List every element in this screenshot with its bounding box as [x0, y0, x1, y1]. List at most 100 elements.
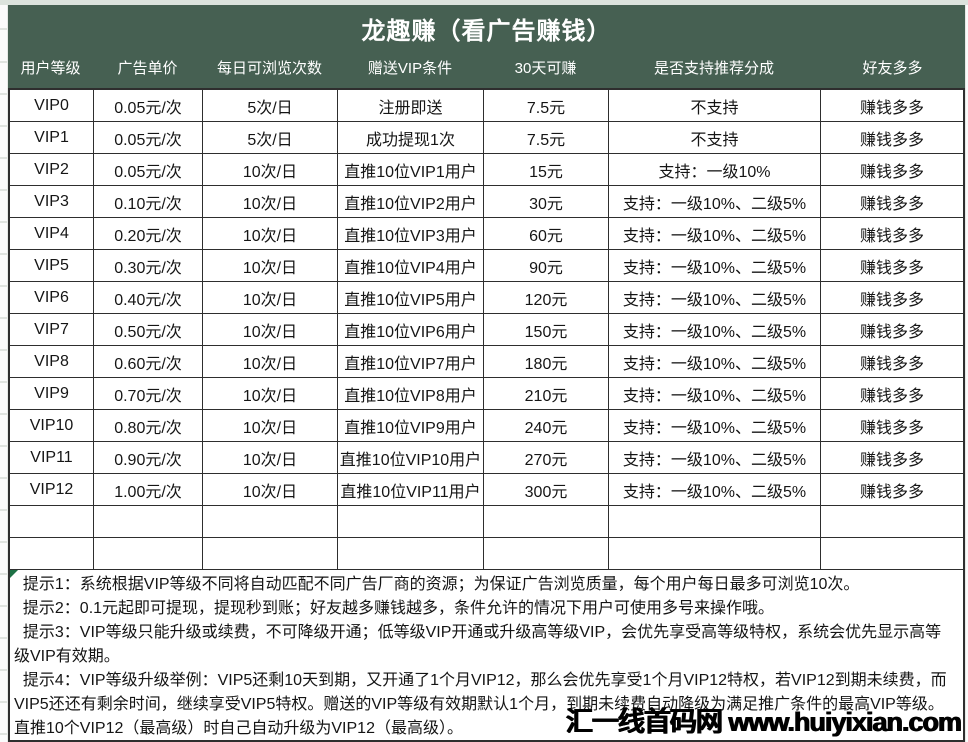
- table-cell: 10次/日: [203, 314, 338, 346]
- table-cell: 赚钱多多: [821, 154, 963, 186]
- table-cell: VIP9: [10, 378, 94, 410]
- table-cell: 支持：一级10%、二级5%: [609, 314, 821, 346]
- top-margin-strip: [0, 0, 968, 5]
- table-cell: 直推10位VIP9用户: [338, 410, 484, 442]
- table-cell: 120元: [484, 282, 609, 314]
- table-cell: VIP11: [10, 442, 94, 474]
- table-row: VIP8 0.60元/次 10次/日 直推10位VIP7用户 180元 支持：一级10%、…: [10, 346, 963, 378]
- table-cell: 赚钱多多: [821, 474, 963, 506]
- table-row: VIP10 0.80元/次 10次/日 直推10位VIP9用户 240元 支持：一级10%…: [10, 410, 963, 442]
- table-cell: 支持：一级10%、二级5%: [609, 186, 821, 218]
- table-cell: 30元: [484, 186, 609, 218]
- table-cell: [94, 538, 203, 570]
- table-cell: 赚钱多多: [821, 346, 963, 378]
- table-cell: 0.10元/次: [94, 186, 203, 218]
- table-cell: 支持：一级10%、二级5%: [609, 250, 821, 282]
- table-cell: 赚钱多多: [821, 410, 963, 442]
- table-body: VIP0 0.05元/次 5次/日 注册即送 7.5元 不支持 赚钱多多 VIP1 0.05元/…: [8, 90, 965, 570]
- table-cell: 0.05元/次: [94, 154, 203, 186]
- table-cell: [203, 506, 338, 538]
- column-header: 好友多多: [862, 60, 923, 77]
- table-cell: 赚钱多多: [821, 90, 963, 122]
- table-cell: 直推10位VIP1用户: [338, 154, 484, 186]
- table-cell: 赚钱多多: [821, 250, 963, 282]
- table-row: [10, 506, 963, 538]
- table-cell: 60元: [484, 218, 609, 250]
- table-row: VIP2 0.05元/次 10次/日 直推10位VIP1用户 15元 支持：一级10% 赚钱…: [10, 154, 963, 186]
- table-cell: 270元: [484, 442, 609, 474]
- table-cell: 赚钱多多: [821, 122, 963, 154]
- table-cell: [10, 506, 94, 538]
- table-cell: 10次/日: [203, 218, 338, 250]
- table-cell: VIP1: [10, 122, 94, 154]
- table-cell: 10次/日: [203, 346, 338, 378]
- table-cell: [203, 538, 338, 570]
- table-cell: 不支持: [609, 122, 821, 154]
- table-cell: VIP8: [10, 346, 94, 378]
- table-cell: [609, 538, 821, 570]
- left-margin-strip: [0, 5, 8, 742]
- table-cell: 0.70元/次: [94, 378, 203, 410]
- table-cell: VIP2: [10, 154, 94, 186]
- note-line: 提示2：0.1元起即可提现，提现秒到账；好友越多赚钱越多，条件允许的情况下用户可…: [14, 600, 775, 617]
- table-cell: 赚钱多多: [821, 378, 963, 410]
- table-cell: 10次/日: [203, 282, 338, 314]
- table-cell: 7.5元: [484, 90, 609, 122]
- notes-section: 提示1：系统根据VIP等级不同将自动匹配不同广告厂商的资源；为保证广告浏览质量，…: [8, 570, 965, 742]
- note-line: 提示3：VIP等级只能升级或续费，不可降级开通；低等级VIP开通或升级高等级VI…: [14, 624, 942, 665]
- table-cell: 0.05元/次: [94, 90, 203, 122]
- table-cell: 支持：一级10%、二级5%: [609, 378, 821, 410]
- table-cell: 支持：一级10%、二级5%: [609, 442, 821, 474]
- table-row: [10, 538, 963, 570]
- table-cell: 支持：一级10%: [609, 154, 821, 186]
- table-cell: 0.30元/次: [94, 250, 203, 282]
- notes-text: 提示1：系统根据VIP等级不同将自动匹配不同广告厂商的资源；为保证广告浏览质量，…: [14, 573, 957, 740]
- table-row: VIP9 0.70元/次 10次/日 直推10位VIP8用户 210元 支持：一级10%、…: [10, 378, 963, 410]
- table-cell: 5次/日: [203, 90, 338, 122]
- table-cell: 支持：一级10%、二级5%: [609, 346, 821, 378]
- table-cell: VIP12: [10, 474, 94, 506]
- table-cell: 0.50元/次: [94, 314, 203, 346]
- table-cell: 赚钱多多: [821, 218, 963, 250]
- table-cell: 0.05元/次: [94, 122, 203, 154]
- table-cell: 10次/日: [203, 442, 338, 474]
- table-cell: 90元: [484, 250, 609, 282]
- table-cell: 直推10位VIP6用户: [338, 314, 484, 346]
- table-cell: 支持：一级10%、二级5%: [609, 282, 821, 314]
- table-cell: 赚钱多多: [821, 314, 963, 346]
- watermark: 汇一线首码网 www.huiyixian.com: [565, 707, 962, 737]
- table-cell: 0.90元/次: [94, 442, 203, 474]
- table-cell: [10, 538, 94, 570]
- table-cell: 15元: [484, 154, 609, 186]
- table-cell: 直推10位VIP10用户: [338, 442, 484, 474]
- note-line: 提示4：VIP等级升级举例：VIP5还剩10天到期，又开通了1个月VIP12，那…: [14, 672, 947, 737]
- table-row: VIP6 0.40元/次 10次/日 直推10位VIP5用户 120元 支持：一级10%、…: [10, 282, 963, 314]
- table-cell: VIP0: [10, 90, 94, 122]
- table-cell: 10次/日: [203, 186, 338, 218]
- table-cell: [609, 506, 821, 538]
- table-row: VIP12 1.00元/次 10次/日 直推10位VIP11用户 300元 支持：一级10…: [10, 474, 963, 506]
- table-cell: 300元: [484, 474, 609, 506]
- table-cell: 赚钱多多: [821, 442, 963, 474]
- comment-triangle-icon: [10, 570, 18, 578]
- table-cell: 0.20元/次: [94, 218, 203, 250]
- table-cell: [94, 506, 203, 538]
- table-cell: 注册即送: [338, 90, 484, 122]
- table-cell: VIP5: [10, 250, 94, 282]
- table-cell: 支持：一级10%、二级5%: [609, 218, 821, 250]
- table-cell: 直推10位VIP7用户: [338, 346, 484, 378]
- table-cell: [338, 506, 484, 538]
- table-cell: VIP4: [10, 218, 94, 250]
- table-header-block: 龙趣赚（看广告赚钱） 用户等级 广告单价 每日可浏览次数 赠送VIP条件 30天可赚 是否…: [8, 5, 965, 90]
- table-cell: 直推10位VIP8用户: [338, 378, 484, 410]
- column-header: 用户等级: [20, 60, 81, 77]
- table-cell: 直推10位VIP5用户: [338, 282, 484, 314]
- table-row: VIP1 0.05元/次 5次/日 成功提现1次 7.5元 不支持 赚钱多多: [10, 122, 963, 154]
- table-cell: 赚钱多多: [821, 186, 963, 218]
- page-title: 龙趣赚（看广告赚钱）: [361, 18, 612, 45]
- table-cell: 180元: [484, 346, 609, 378]
- table-cell: 210元: [484, 378, 609, 410]
- table-cell: 240元: [484, 410, 609, 442]
- table-cell: 成功提现1次: [338, 122, 484, 154]
- table-cell: 0.40元/次: [94, 282, 203, 314]
